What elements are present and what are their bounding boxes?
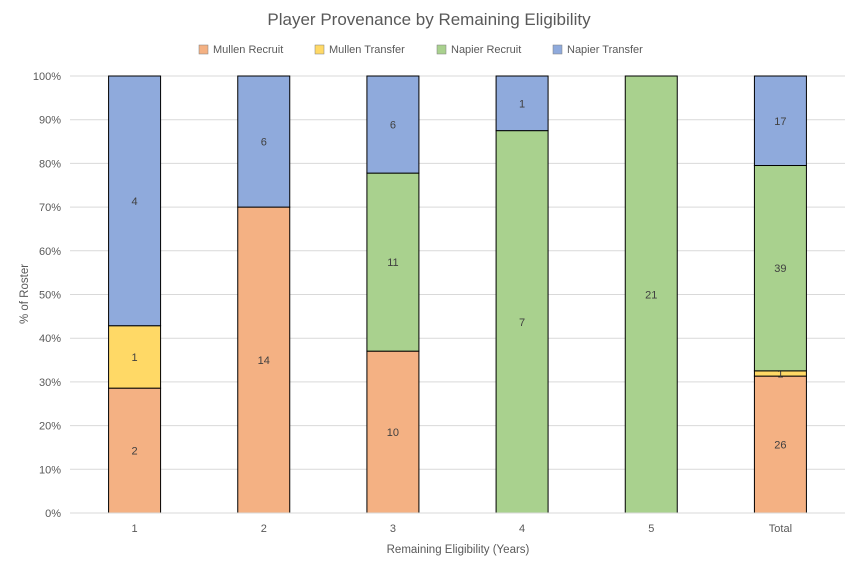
bar-segment <box>108 75 162 327</box>
bar-segment <box>624 75 678 514</box>
y-tick-label: 10% <box>39 464 61 476</box>
bar-segment <box>366 75 420 174</box>
y-tick-label: 40% <box>39 333 61 345</box>
y-tick-label: 60% <box>39 246 61 258</box>
legend-swatch <box>314 44 325 55</box>
data-label: 39 <box>774 263 786 275</box>
y-axis-title: % of Roster <box>19 264 31 324</box>
x-tick-label: 3 <box>390 523 396 535</box>
x-tick-label: 4 <box>519 523 525 535</box>
x-tick-label: 1 <box>132 523 138 535</box>
y-axis-ticks: 0% 10% 20% 30% 40% 50% 60% 70% 80% 90% 100% <box>33 71 61 520</box>
data-label: 10 <box>387 427 399 439</box>
data-label: 2 <box>132 446 138 458</box>
bar-segment <box>237 206 291 514</box>
y-tick-label: 50% <box>39 290 61 302</box>
data-label: 21 <box>645 290 657 302</box>
y-tick-label: 80% <box>39 158 61 170</box>
x-axis-title: Remaining Eligibility (Years) <box>387 544 530 556</box>
legend: Mullen Recruit Mullen Transfer Napier Recr… <box>198 44 643 56</box>
data-label: 4 <box>132 196 138 208</box>
data-label: 26 <box>774 440 786 452</box>
bar-segment <box>237 75 291 208</box>
x-tick-label: 2 <box>261 523 267 535</box>
bar-segment <box>366 172 420 352</box>
data-label: 6 <box>390 120 396 132</box>
bar-segment <box>495 130 549 514</box>
gridlines <box>70 75 845 470</box>
y-tick-label: 0% <box>45 508 61 520</box>
legend-swatch <box>552 44 563 55</box>
y-tick-label: 30% <box>39 377 61 389</box>
data-label: 6 <box>261 137 267 149</box>
data-label: 1 <box>132 352 138 364</box>
bar-segment <box>753 165 807 372</box>
bar-segment <box>495 75 549 132</box>
data-label: 7 <box>519 317 525 329</box>
x-axis-ticks: 1 2 3 4 5 Total <box>132 523 793 535</box>
x-tick-label: Total <box>769 523 792 535</box>
chart-title: Player Provenance by Remaining Eligibili… <box>267 10 591 29</box>
bar-segment <box>753 375 807 514</box>
legend-label: Mullen Transfer <box>329 44 405 56</box>
data-label: 14 <box>258 355 270 367</box>
data-label: 1 <box>777 368 783 380</box>
data-label: 11 <box>387 257 398 269</box>
x-tick-label: 5 <box>648 523 654 535</box>
bar-segment <box>108 325 162 389</box>
legend-label: Mullen Recruit <box>213 44 283 56</box>
legend-swatch <box>436 44 447 55</box>
y-tick-label: 70% <box>39 202 61 214</box>
y-tick-label: 100% <box>33 71 61 83</box>
data-label: 1 <box>519 98 525 110</box>
y-tick-label: 90% <box>39 115 61 127</box>
y-tick-label: 20% <box>39 421 61 433</box>
bar-segment <box>753 75 807 167</box>
legend-label: Napier Recruit <box>451 44 521 56</box>
legend-label: Napier Transfer <box>567 44 643 56</box>
data-label: 17 <box>774 116 786 128</box>
legend-swatch <box>198 44 209 55</box>
